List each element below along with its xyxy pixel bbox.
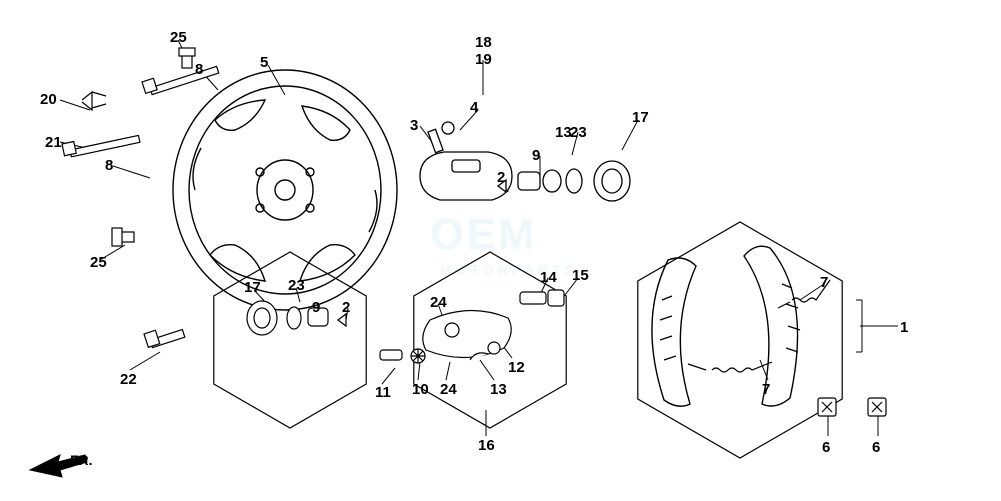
callout-22: 22: [120, 372, 137, 387]
callout-5: 5: [260, 55, 268, 70]
callout-11: 11: [375, 385, 391, 400]
bolt-8-top: [142, 66, 219, 94]
callout-6: 6: [822, 440, 830, 455]
bolt-22: [144, 329, 185, 347]
leader-line: [480, 360, 494, 380]
adjuster-assembly: [380, 290, 564, 363]
callout-4: 4: [470, 100, 478, 115]
leader-line: [382, 368, 395, 384]
callout-3: 3: [410, 118, 418, 133]
bolt-25-mid: [112, 228, 134, 246]
callout-2: 2: [497, 170, 505, 185]
callout-24: 24: [440, 382, 457, 397]
callout-9: 9: [532, 148, 540, 163]
bolt-21: [62, 135, 140, 156]
callout-25: 25: [170, 30, 187, 45]
clip-20: [82, 92, 106, 110]
callout-7: 7: [820, 275, 828, 290]
callout-13: 13: [490, 382, 507, 397]
leader-line: [418, 362, 420, 380]
callout-23: 23: [288, 278, 305, 293]
callout-7: 7: [762, 382, 770, 397]
piston-set-left: [247, 301, 346, 335]
fr-label: FR.: [70, 452, 93, 468]
brake-shoes: [652, 246, 800, 406]
callout-13: 13: [555, 125, 572, 140]
callout-17: 17: [632, 110, 649, 125]
callout-1: 1: [900, 320, 908, 335]
callout-9: 9: [312, 300, 320, 315]
callout-8: 8: [195, 62, 203, 77]
wheel-cylinder: [420, 122, 630, 201]
leader-line: [130, 352, 160, 370]
callout-19: 19: [475, 52, 492, 67]
diagram-stage: { "meta": { "type": "exploded-parts-diag…: [0, 0, 1001, 501]
backing-plate: [173, 70, 397, 310]
callout-15: 15: [572, 268, 589, 283]
bolt-25-top: [179, 48, 195, 68]
callout-12: 12: [508, 360, 525, 375]
callout-16: 16: [478, 438, 495, 453]
callout-8: 8: [105, 158, 113, 173]
callout-17: 17: [244, 280, 261, 295]
holddown-clips-6: [818, 398, 886, 416]
callout-6: 6: [872, 440, 880, 455]
callout-20: 20: [40, 92, 57, 107]
callout-18: 18: [475, 35, 492, 50]
callout-10: 10: [412, 382, 429, 397]
callout-2: 2: [342, 300, 350, 315]
leader-line: [446, 362, 450, 380]
callout-21: 21: [45, 135, 62, 150]
diagram-svg: [0, 0, 1001, 501]
leader-line: [113, 166, 150, 178]
callout-14: 14: [540, 270, 557, 285]
callout-25: 25: [90, 255, 107, 270]
hex-panel: [638, 222, 842, 458]
callout-24: 24: [430, 295, 447, 310]
callout-23: 23: [570, 125, 587, 140]
